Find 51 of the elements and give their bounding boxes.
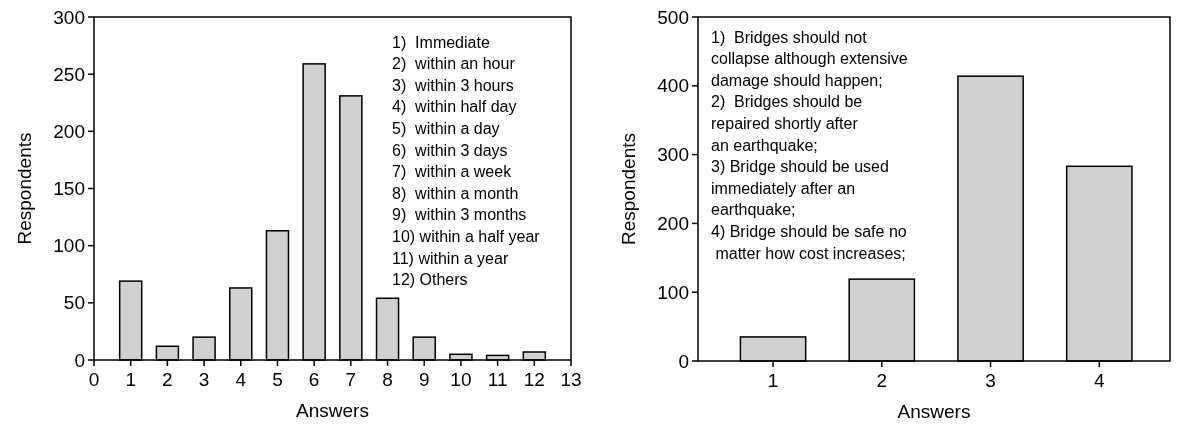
x-tick-label: 8 [382, 369, 393, 390]
annotation: 3) within 3 hours [392, 76, 514, 94]
annotation: 1) Bridges should not collapse although extensive damage should happen; [711, 28, 908, 89]
x-axis-title: Answers [296, 400, 369, 421]
y-tick-label: 200 [53, 120, 85, 142]
annotation: 6) within 3 days [392, 141, 508, 159]
annotation: 10) within a half year [392, 228, 541, 245]
y-tick-label: 50 [63, 292, 85, 314]
annotation: 4) Bridge should be safe no matter how cost increases; [711, 223, 907, 262]
x-tick-label: 6 [308, 369, 320, 390]
y-tick-label: 100 [657, 281, 689, 303]
y-tick-label: 300 [657, 144, 689, 166]
x-tick-label: 9 [418, 369, 430, 390]
annotation: 7) within a week [392, 163, 513, 181]
x-tick-label: 13 [560, 369, 582, 390]
x-tick-label: 10 [450, 369, 472, 390]
x-tick-label: 3 [985, 370, 996, 391]
x-tick-label: 4 [1094, 370, 1106, 391]
y-tick-label: 200 [657, 213, 689, 235]
x-tick-label: 4 [235, 369, 247, 390]
annotation: 3) Bridge should be used immediately after an earthquake; [711, 158, 889, 219]
annotation: 12) Others [392, 271, 468, 289]
annotation: 4) within half day [392, 98, 517, 116]
annotation: 2) within an hour [392, 55, 516, 73]
annotation: 8) within a month [392, 184, 519, 202]
y-axis-title: Respondents [618, 133, 639, 245]
x-tick-label: 1 [125, 369, 136, 390]
x-tick-label: 5 [272, 369, 283, 390]
x-tick-label: 2 [876, 370, 888, 391]
annotation: 9) within 3 months [392, 206, 527, 224]
y-tick-label: 300 [53, 6, 85, 28]
x-tick-label: 12 [523, 369, 545, 390]
x-tick-label: 0 [88, 369, 100, 390]
y-axis-title: Respondents [14, 132, 35, 245]
annotation: 2) Bridges should be repaired shortly after an earthquake; [711, 93, 863, 154]
y-tick-label: 250 [53, 63, 85, 85]
y-tick-label: 400 [657, 75, 689, 97]
x-tick-label: 3 [198, 369, 210, 390]
x-tick-label: 1 [767, 370, 779, 391]
annotation: 1) Immediate [392, 33, 490, 51]
annotation: 11) within a year [392, 249, 509, 267]
y-tick-label: 150 [53, 178, 85, 200]
y-tick-label: 500 [657, 6, 689, 28]
x-tick-label: 2 [162, 369, 173, 390]
x-axis-title: Answers [897, 401, 971, 422]
y-tick-label: 0 [74, 349, 85, 371]
x-tick-label: 11 [487, 369, 508, 390]
y-tick-label: 100 [53, 235, 85, 257]
annotation: 5) within a day [392, 120, 500, 137]
y-tick-label: 0 [678, 350, 689, 372]
x-tick-label: 7 [345, 369, 357, 390]
